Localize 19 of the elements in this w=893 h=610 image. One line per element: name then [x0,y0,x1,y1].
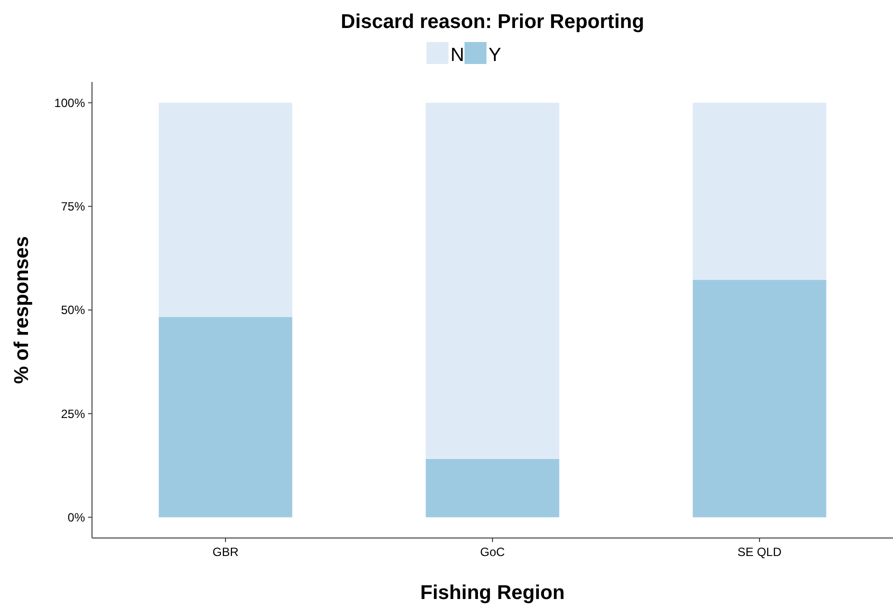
y-tick-label: 0% [68,510,86,524]
bar [158,102,292,318]
bar [426,458,560,518]
bar [158,317,292,518]
bar [692,280,826,518]
chart-title: Discard reason: Prior Reporting [340,11,644,33]
y-axis-title: % of responses [11,236,33,384]
legend-label: Y [488,45,502,66]
x-tick-label: SE QLD [737,545,782,559]
bar [692,102,826,280]
bar [426,102,560,459]
y-tick-label: 50% [60,303,86,318]
x-tick-label: GoC [480,545,506,559]
y-tick-label: 100% [54,96,86,110]
y-tick-label: 25% [60,406,86,421]
x-tick-label: GBR [212,545,239,559]
x-axis-title: Fishing Region [420,582,565,604]
legend-label: N [450,45,464,66]
y-tick-label: 75% [60,200,86,214]
